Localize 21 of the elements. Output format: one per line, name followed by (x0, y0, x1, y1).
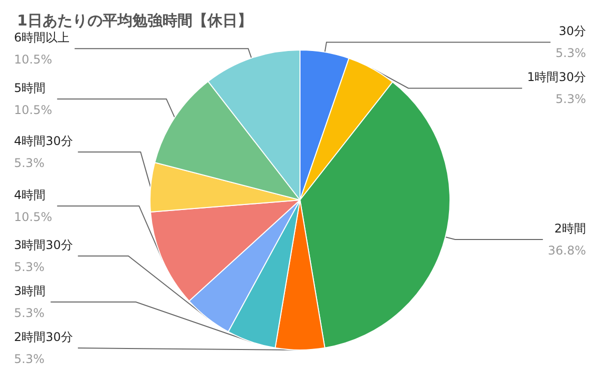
data-label: 10.5% (14, 102, 52, 117)
data-label: 5.3% (14, 156, 44, 170)
data-label: 5.3% (556, 92, 586, 106)
slice-label: 1時間30分 (527, 70, 586, 84)
slice-label: 3時間30分 (14, 238, 73, 252)
slice-label: 4時間 (14, 188, 46, 202)
slice-label: 2時間30分 (14, 330, 73, 344)
data-label: 5.3% (14, 352, 44, 366)
slice-label: 2時間 (554, 222, 586, 236)
chart-title: 1日あたりの平均勉強時間【休日】 (17, 12, 252, 30)
slice-label: 6時間以上 (14, 30, 70, 45)
slice-label: 5時間 (14, 80, 46, 95)
slice-label: 3時間 (14, 284, 46, 298)
slice-label: 4時間30分 (14, 134, 73, 148)
data-label: 5.3% (14, 260, 44, 274)
data-label: 10.5% (14, 52, 52, 67)
data-label: 36.8% (548, 244, 586, 258)
slice-label: 30分 (558, 24, 586, 38)
data-label: 5.3% (14, 306, 44, 320)
data-label: 10.5% (14, 210, 52, 224)
data-label: 5.3% (556, 46, 586, 60)
